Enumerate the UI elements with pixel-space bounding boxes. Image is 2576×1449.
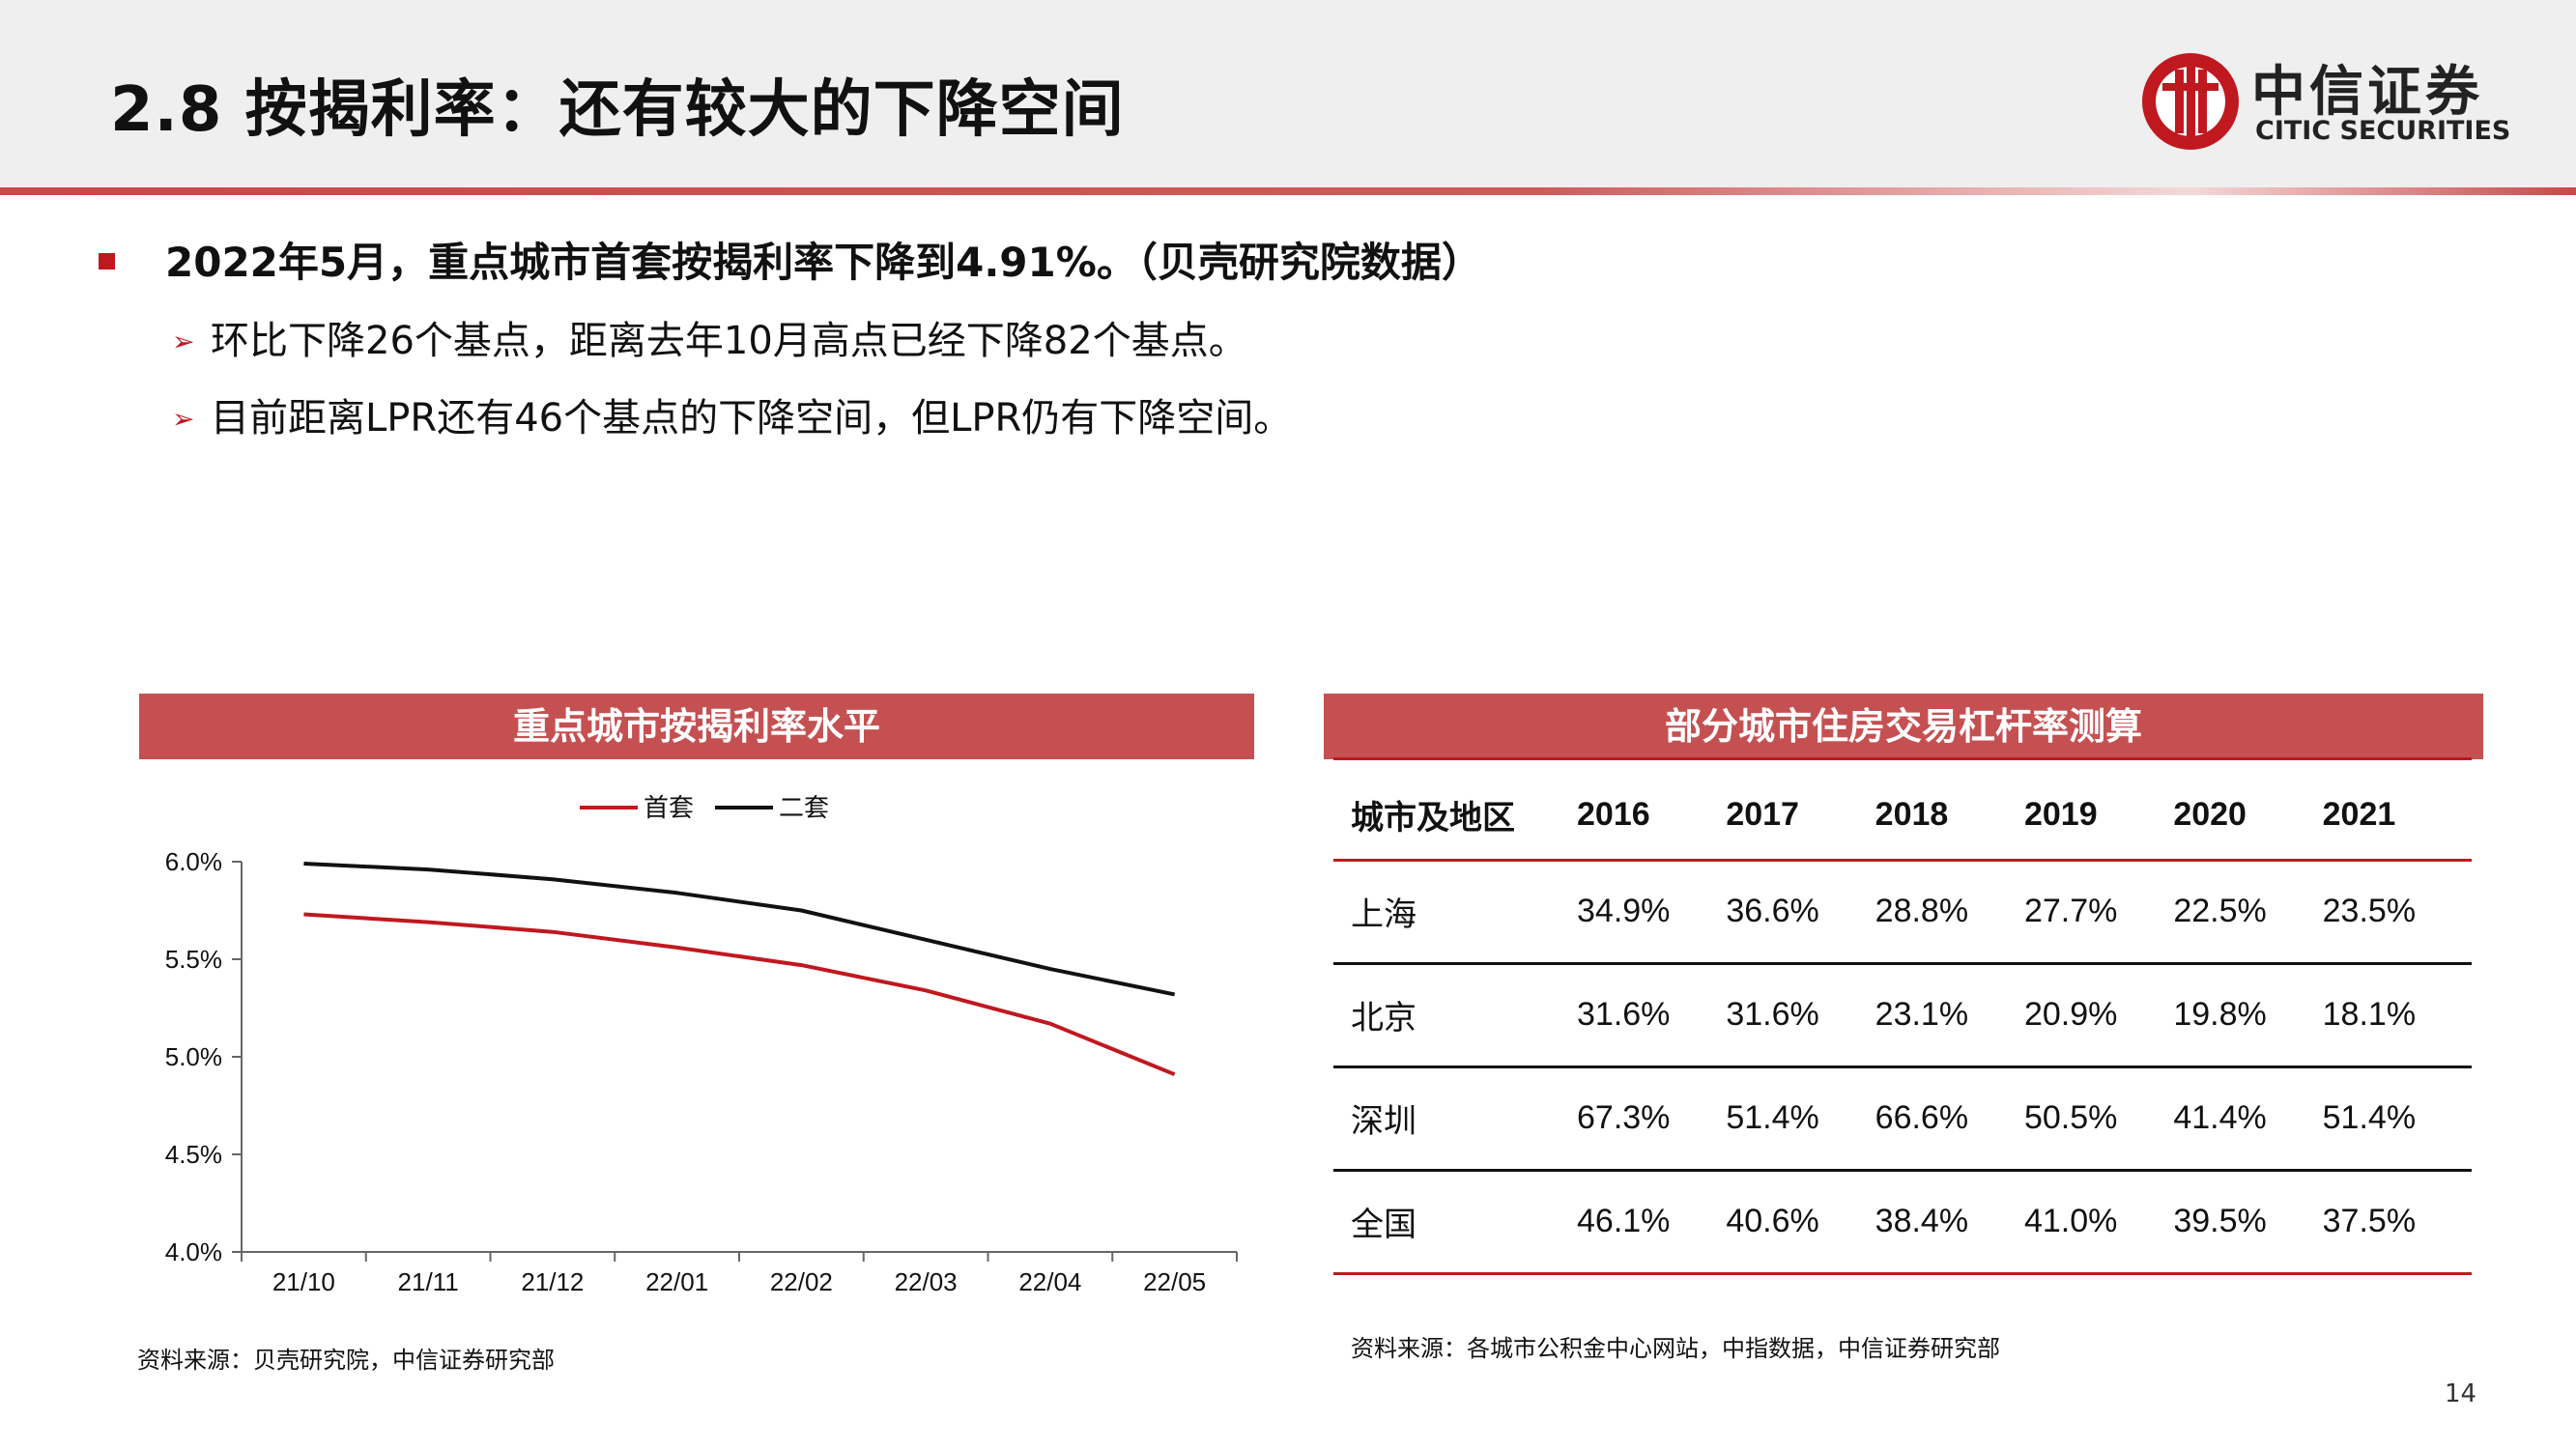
y-tick-label: 4.0% <box>165 1237 222 1266</box>
legend-label: 二套 <box>779 794 829 823</box>
table-cell: 28.8% <box>1875 893 1969 929</box>
table-panel-title: 部分城市住房交易杠杆率测算 <box>1324 694 2483 759</box>
table-header-cell: 2019 <box>2023 795 2098 833</box>
table-cell: 22.5% <box>2173 893 2267 929</box>
square-bullet-icon <box>99 253 115 270</box>
table-cell: 34.9% <box>1577 893 1671 929</box>
citic-logo: 中信证券 CITIC SECURITIES <box>2137 48 2510 155</box>
x-tick-label: 22/04 <box>1018 1267 1081 1296</box>
table-cell: 39.5% <box>2173 1203 2267 1239</box>
table-cell: 51.4% <box>2322 1099 2417 1136</box>
chart-panel-title: 重点城市按揭利率水平 <box>139 694 1254 759</box>
sub-bullet-1: ➢ 环比下降26个基点，距离去年10月高点已经下降82个基点。 <box>172 309 1247 365</box>
logo-text-en: CITIC SECURITIES <box>2255 116 2511 146</box>
table-row: 北京 31.6% 31.6% 23.1% 20.9% 19.8% 18.1% <box>1333 963 2472 1066</box>
page-number: 14 <box>2445 1379 2477 1408</box>
y-tick-label: 6.0% <box>165 847 222 876</box>
table-top-rule <box>1333 757 2472 760</box>
table-cell: 51.4% <box>1726 1099 1819 1136</box>
citic-logo-icon <box>2142 53 2239 150</box>
table-cell: 23.5% <box>2322 893 2417 929</box>
legend-label: 首套 <box>644 794 694 823</box>
table-header-row: 城市及地区 2016 2017 2018 2019 2020 2021 <box>1333 771 2472 860</box>
page-title: 2.8 按揭利率：还有较大的下降空间 <box>110 74 1125 146</box>
main-bullet-text: 2022年5月，重点城市首套按揭利率下降到4.91%。（贝壳研究院数据） <box>165 239 1482 286</box>
table-cell: 40.6% <box>1726 1203 1819 1239</box>
chart-legend: 首套 二套 <box>580 794 829 823</box>
table-cell: 18.1% <box>2322 996 2417 1033</box>
table-cell: 全国 <box>1351 1206 1417 1244</box>
table-cell: 36.6% <box>1726 893 1819 929</box>
table-cell: 23.1% <box>1875 996 1969 1033</box>
x-tick-label: 21/11 <box>398 1267 459 1296</box>
x-tick-label: 22/02 <box>770 1267 833 1296</box>
main-bullet: 2022年5月，重点城市首套按揭利率下降到4.91%。（贝壳研究院数据） <box>99 230 1482 289</box>
table-cell: 66.6% <box>1875 1099 1969 1136</box>
y-tick-label: 5.0% <box>165 1042 222 1071</box>
sub-bullet-text: 目前距离LPR还有46个基点的下降空间，但LPR仍有下降空间。 <box>211 396 1293 440</box>
logo-text-cn: 中信证券 <box>2251 61 2483 124</box>
table-cell: 31.6% <box>1577 996 1671 1033</box>
series-line-first-home <box>303 912 1176 1077</box>
table-cell: 上海 <box>1351 895 1417 934</box>
table-cell: 北京 <box>1351 999 1417 1037</box>
y-tick-label: 4.5% <box>165 1140 222 1169</box>
header-divider <box>0 187 2576 195</box>
table-header-cell: 2017 <box>1726 795 1799 833</box>
chart-source-note: 资料来源：贝壳研究院，中信证券研究部 <box>137 1347 555 1374</box>
chart-axes: 4.0% 4.5% 5.0% 5.5% 6.0% 21/10 21/11 21/12 22/01… <box>165 847 1238 1296</box>
x-tick-label: 22/01 <box>645 1267 708 1296</box>
series-line-second-home <box>303 862 1176 997</box>
table-cell: 27.7% <box>2023 893 2118 929</box>
mortgage-rate-line-chart: 首套 二套 4.0% 4.5% 5.0% 5.5% 6.0% 21/10 21/11 21/12… <box>165 794 1238 1296</box>
y-tick-label: 5.5% <box>165 945 222 974</box>
table-cell: 31.6% <box>1726 996 1819 1033</box>
table-cell: 19.8% <box>2173 996 2267 1033</box>
table-cell: 41.4% <box>2173 1099 2267 1136</box>
arrow-bullet-icon: ➢ <box>172 326 195 357</box>
x-tick-label: 22/03 <box>895 1267 958 1296</box>
table-cell: 46.1% <box>1577 1203 1671 1239</box>
table-header-cell: 2020 <box>2173 795 2247 833</box>
table-header-cell: 城市及地区 <box>1351 798 1515 838</box>
leverage-table: 城市及地区 2016 2017 2018 2019 2020 2021 上海 3… <box>1333 771 2472 1275</box>
table-cell: 41.0% <box>2023 1203 2118 1239</box>
table-cell: 67.3% <box>1577 1099 1671 1136</box>
table-row: 深圳 67.3% 51.4% 66.6% 50.5% 41.4% 51.4% <box>1333 1066 2472 1170</box>
table-cell: 深圳 <box>1351 1102 1417 1141</box>
table-cell: 50.5% <box>2023 1099 2118 1136</box>
table-header-cell: 2018 <box>1875 795 1949 833</box>
x-tick-label: 22/05 <box>1143 1267 1206 1296</box>
table-header-cell: 2016 <box>1577 795 1650 833</box>
table-cell: 38.4% <box>1875 1203 1969 1239</box>
table-cell: 37.5% <box>2322 1203 2417 1239</box>
sub-bullet-text: 环比下降26个基点，距离去年10月高点已经下降82个基点。 <box>211 319 1247 363</box>
arrow-bullet-icon: ➢ <box>172 403 195 435</box>
table-header-cell: 2021 <box>2322 795 2396 833</box>
table-row: 全国 46.1% 40.6% 38.4% 41.0% 39.5% 37.5% <box>1333 1170 2472 1273</box>
x-tick-label: 21/10 <box>272 1267 335 1296</box>
x-tick-label: 21/12 <box>521 1267 584 1296</box>
chart-series <box>303 862 1176 1077</box>
table-source-note: 资料来源：各城市公积金中心网站，中指数据，中信证券研究部 <box>1351 1335 2000 1362</box>
table-row: 上海 34.9% 36.6% 28.8% 27.7% 22.5% 23.5% <box>1333 860 2472 963</box>
table-cell: 20.9% <box>2023 996 2118 1033</box>
sub-bullet-2: ➢ 目前距离LPR还有46个基点的下降空间，但LPR仍有下降空间。 <box>172 386 1292 442</box>
